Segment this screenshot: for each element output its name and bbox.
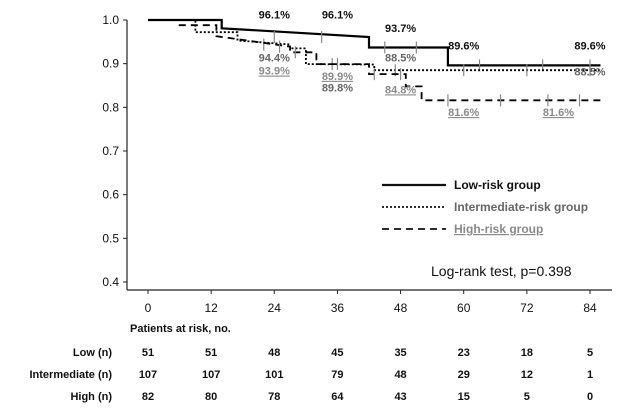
x-tick-label: 24 bbox=[268, 301, 282, 315]
series-line-high-risk-group bbox=[148, 19, 601, 102]
x-tick-label: 0 bbox=[145, 301, 152, 315]
risk-count: 45 bbox=[331, 347, 343, 359]
survival-label: 89.6% bbox=[574, 40, 605, 52]
risk-count: 107 bbox=[202, 369, 220, 381]
legend-label: High-risk group bbox=[454, 222, 543, 236]
risk-row-label: Low (n) bbox=[73, 347, 112, 359]
risk-count: 79 bbox=[331, 369, 343, 381]
y-tick-label: 0.9 bbox=[102, 57, 119, 71]
risk-count: 5 bbox=[524, 391, 530, 403]
legend-label: Intermediate-risk group bbox=[454, 200, 588, 214]
survival-label: 89.6% bbox=[448, 40, 479, 52]
survival-label: 81.6% bbox=[448, 107, 479, 119]
survival-label: 94.4% bbox=[259, 52, 290, 64]
risk-table: Patients at risk, no.Low (n) 51 51 48 45 35 23… bbox=[29, 323, 593, 403]
x-tick-label: 36 bbox=[331, 301, 345, 315]
y-tick-label: 0.7 bbox=[102, 144, 119, 158]
risk-count: 35 bbox=[394, 347, 406, 359]
survival-label: 96.1% bbox=[322, 10, 353, 22]
risk-count: 15 bbox=[458, 391, 470, 403]
risk-count: 18 bbox=[521, 347, 533, 359]
legend: Low-risk group Intermediate-risk group Hig… bbox=[382, 178, 588, 236]
risk-count: 48 bbox=[268, 347, 280, 359]
series-layer bbox=[148, 18, 601, 107]
x-tick-label: 12 bbox=[204, 301, 218, 315]
annotation-layer: 96.1% 96.1% 93.7% 89.6% 89.6% 94.4% 93.9% 88.5%… bbox=[259, 10, 606, 119]
risk-count: 107 bbox=[139, 369, 157, 381]
y-tick-label: 0.5 bbox=[102, 231, 119, 245]
risk-count: 1 bbox=[587, 369, 593, 381]
x-tick-label: 60 bbox=[457, 301, 471, 315]
log-rank-text: Log-rank test, p=0.398 bbox=[431, 263, 572, 279]
risk-row-label: High (n) bbox=[70, 391, 112, 403]
risk-count: 51 bbox=[142, 347, 154, 359]
risk-table-title: Patients at risk, no. bbox=[130, 323, 231, 335]
risk-count: 5 bbox=[587, 347, 593, 359]
series-line-low-risk-group bbox=[148, 18, 601, 67]
survival-label: 88.5% bbox=[385, 52, 416, 64]
risk-count: 101 bbox=[265, 369, 283, 381]
risk-count: 82 bbox=[142, 391, 154, 403]
y-tick-label: 0.6 bbox=[102, 188, 119, 202]
y-tick-label: 1.0 bbox=[102, 13, 119, 27]
x-tick-label: 84 bbox=[583, 301, 597, 315]
axes: 0.4 0.5 0.6 0.7 0.8 0.9 1.0 0 12 24 36 48 60 72 84 bbox=[102, 13, 612, 315]
y-tick-label: 0.4 bbox=[102, 275, 119, 289]
survival-label: 89.9% bbox=[322, 71, 353, 83]
risk-count: 29 bbox=[458, 369, 470, 381]
risk-count: 23 bbox=[458, 347, 470, 359]
survival-label: 81.6% bbox=[543, 107, 574, 119]
risk-count: 0 bbox=[587, 391, 593, 403]
risk-count: 80 bbox=[205, 391, 217, 403]
survival-label: 93.7% bbox=[385, 23, 416, 35]
legend-label: Low-risk group bbox=[454, 178, 541, 192]
risk-count: 64 bbox=[331, 391, 344, 403]
y-tick-label: 0.8 bbox=[102, 100, 119, 114]
survival-label: 93.9% bbox=[259, 66, 290, 78]
risk-count: 51 bbox=[205, 347, 217, 359]
risk-count: 48 bbox=[394, 369, 406, 381]
survival-label: 96.1% bbox=[259, 10, 290, 22]
x-tick-label: 48 bbox=[394, 301, 408, 315]
risk-count: 43 bbox=[394, 391, 406, 403]
risk-row-label: Intermediate (n) bbox=[29, 369, 112, 381]
survival-label: 89.8% bbox=[322, 83, 353, 95]
risk-count: 12 bbox=[521, 369, 533, 381]
x-tick-label: 72 bbox=[520, 301, 534, 315]
survival-label: 88.5% bbox=[574, 66, 605, 78]
survival-label: 84.8% bbox=[385, 84, 416, 96]
risk-count: 78 bbox=[268, 391, 280, 403]
